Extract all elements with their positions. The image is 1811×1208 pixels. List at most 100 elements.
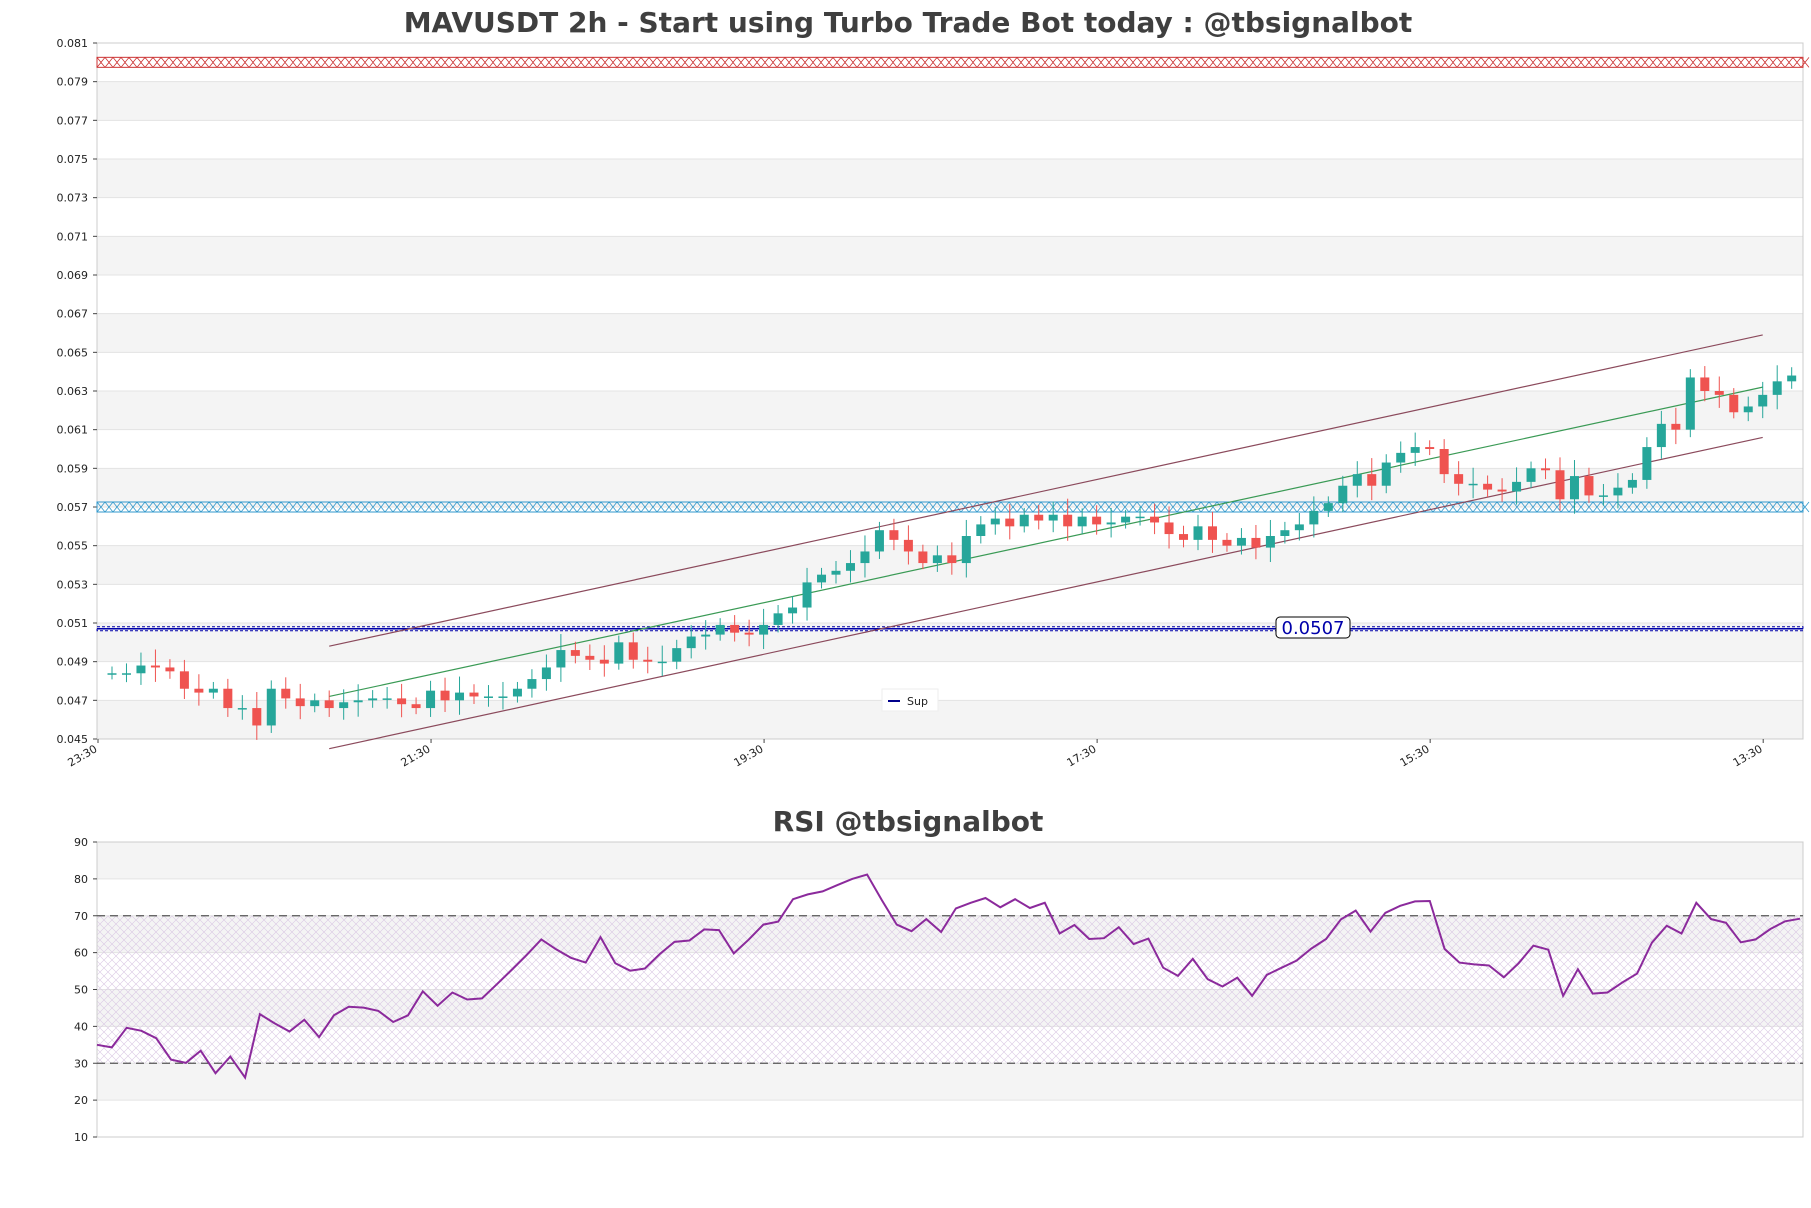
candle-body (483, 696, 493, 698)
candle-body (1323, 503, 1333, 511)
candle (889, 518, 899, 551)
candle (599, 645, 609, 677)
candle-body (1425, 447, 1435, 449)
candle (179, 659, 189, 699)
candle-body (889, 530, 899, 540)
candle (397, 683, 407, 718)
candlestick-series (107, 365, 1797, 740)
price-panel: 0.045 0.047 0.049 0.051 0.053 0.055 0.057 0.059… (57, 6, 1810, 769)
candle (701, 620, 711, 650)
candle (845, 550, 855, 583)
candle (1468, 467, 1478, 499)
rsi-panel: 10 20 30 40 50 60 70 80 90 RSI @tbsignalbot (74, 805, 1804, 1144)
candle-body (961, 536, 971, 564)
grid-band (97, 545, 1803, 585)
candle (411, 697, 421, 715)
y-tick-label: 0.079 (57, 76, 89, 89)
candle (527, 669, 537, 698)
level-support (96, 626, 1804, 632)
y-tick-label: 0.075 (57, 153, 89, 166)
candle-body (628, 642, 638, 660)
candle-body (1251, 537, 1261, 548)
candle-body (599, 659, 609, 664)
candle (1063, 498, 1073, 541)
candle-body (1236, 537, 1246, 546)
rsi-grid-band (97, 878, 1803, 916)
candle (643, 646, 653, 674)
x-tick-label: 15:30 (1398, 742, 1432, 769)
rsi-line (96, 873, 1801, 1080)
candle-body (1642, 447, 1652, 480)
candle (1671, 407, 1681, 445)
x-tick-label: 19:30 (732, 742, 766, 769)
price-grid-bands (97, 42, 1803, 740)
y-tick-label: 0.073 (57, 192, 89, 205)
y-tick-label: 0.045 (57, 733, 89, 746)
candle (295, 683, 305, 720)
candle-body (845, 563, 855, 571)
candle-body (455, 692, 465, 701)
rsi-y-axis: 10 20 30 40 50 60 70 80 90 (74, 836, 97, 1144)
rsi-grid-band (97, 842, 1803, 879)
candle-body (281, 688, 291, 699)
candle-body (1207, 526, 1217, 540)
rsi-y-tick-label: 20 (74, 1094, 88, 1107)
y-tick-label: 0.055 (57, 540, 89, 553)
candle-body (1077, 516, 1087, 527)
candle (1512, 467, 1522, 505)
candle (1193, 514, 1203, 551)
candle (512, 681, 522, 703)
candle-body (121, 673, 131, 675)
candle (1555, 457, 1565, 511)
candle-body (1294, 524, 1304, 531)
candle (585, 644, 595, 670)
candle-body (339, 702, 349, 709)
candle (353, 684, 363, 717)
candle-body (266, 688, 276, 726)
candle (1236, 528, 1246, 555)
candle (223, 678, 233, 717)
candle (1121, 509, 1131, 529)
candle-body (1758, 394, 1768, 407)
candle (1439, 439, 1449, 484)
candle (831, 560, 841, 584)
candle (324, 690, 334, 717)
candle (266, 680, 276, 733)
candle (1092, 505, 1102, 535)
candle-body (585, 655, 595, 660)
candle-body (1265, 536, 1275, 548)
candle (1526, 461, 1536, 488)
candle-body (150, 665, 160, 668)
x-tick-label: 23:30 (66, 742, 100, 769)
trend-channel (329, 334, 1763, 750)
support-value-label: 0.0507 (1275, 616, 1351, 639)
candle (788, 596, 798, 624)
candle-body (1555, 470, 1565, 500)
candle (817, 567, 827, 589)
legend-box (881, 688, 939, 712)
candle (107, 666, 117, 680)
x-tick-label: 13:30 (1731, 742, 1765, 769)
candle-body (1034, 514, 1044, 521)
candle-body (1512, 481, 1522, 492)
candle-body (1685, 377, 1695, 430)
grid-band (97, 429, 1803, 469)
y-tick-label: 0.061 (57, 424, 89, 437)
candle (440, 677, 450, 712)
candle-body (1627, 479, 1637, 488)
candle-body (498, 696, 508, 698)
level-zone (96, 56, 1804, 68)
candle (628, 632, 638, 669)
candle (165, 659, 175, 679)
candle-body (1526, 468, 1536, 482)
rsi-grid-bands (97, 841, 1803, 1138)
candle-body (657, 661, 667, 664)
candle-body (1367, 474, 1377, 486)
candle-body (1193, 526, 1203, 540)
candle (1410, 432, 1420, 466)
candle-body (947, 555, 957, 564)
grid-band (97, 275, 1803, 314)
candle (1207, 511, 1217, 553)
grid-band (97, 468, 1803, 507)
y-tick-label: 0.053 (57, 578, 89, 591)
